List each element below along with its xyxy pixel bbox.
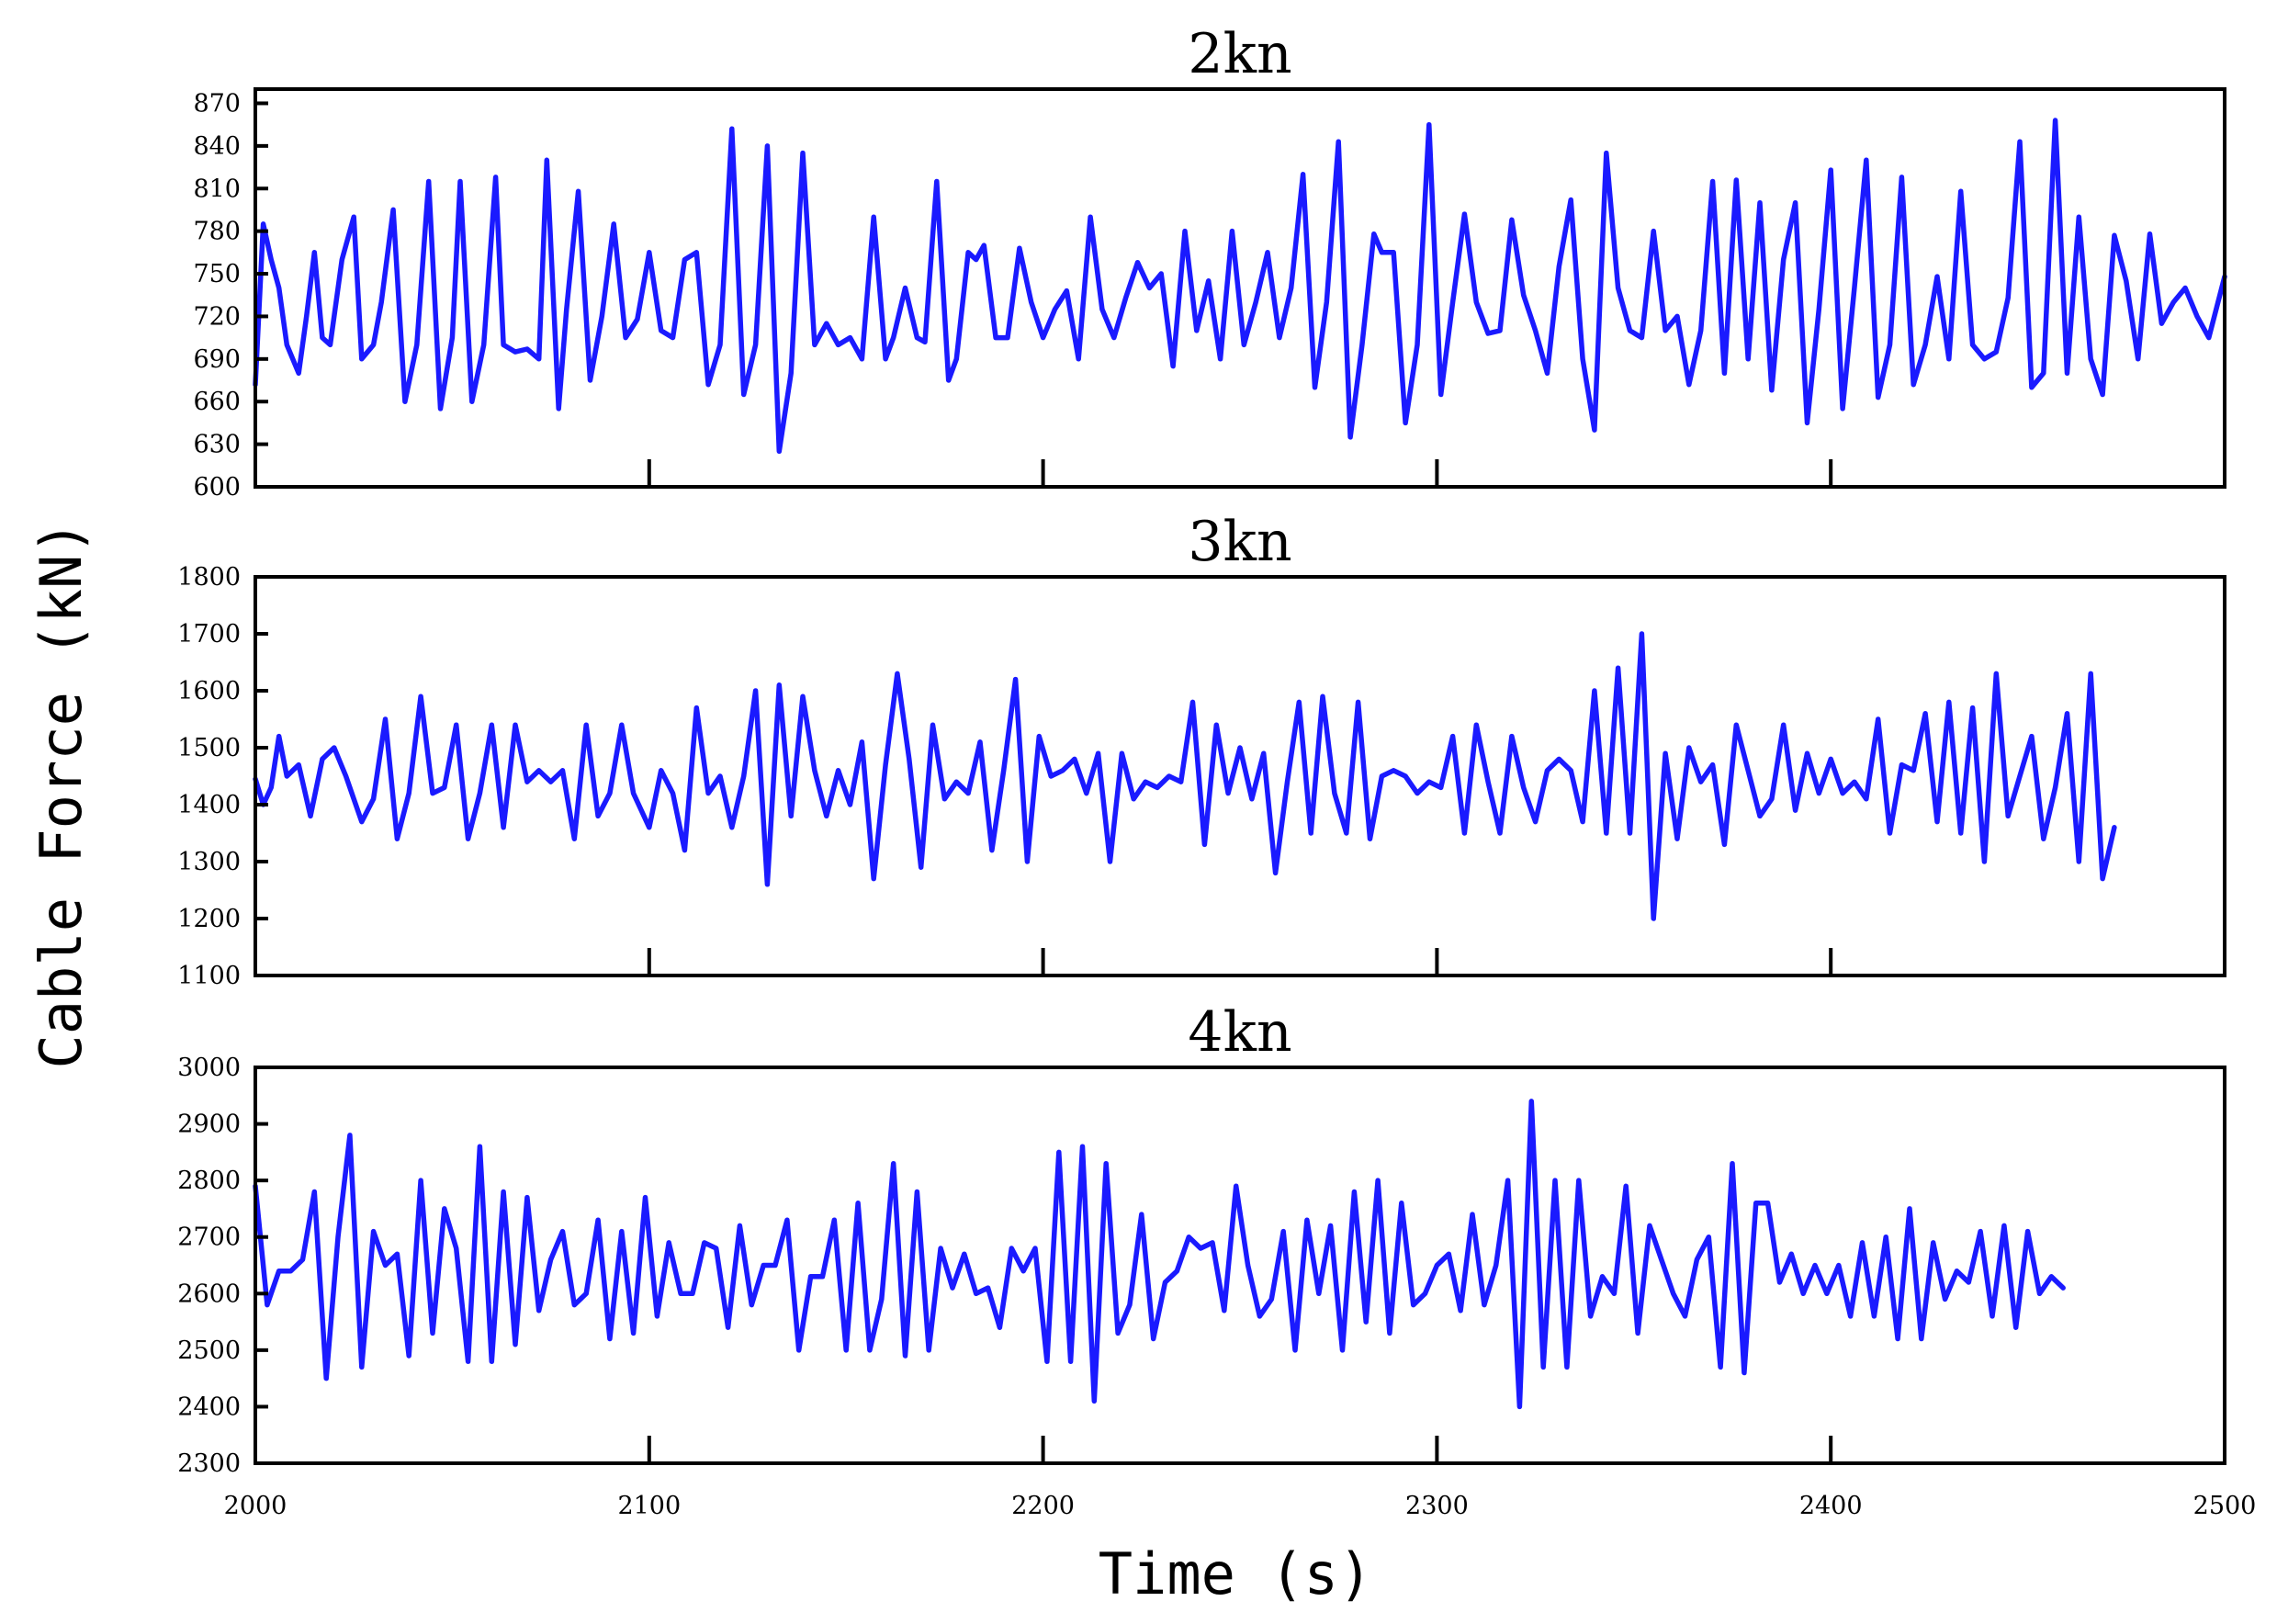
x-axis-label: Time (s) — [1099, 1540, 1373, 1607]
y-tick-label: 2500 — [177, 1336, 241, 1365]
panel-title: 4kn — [1188, 1000, 1291, 1065]
y-tick-label: 1300 — [177, 848, 241, 876]
y-tick-label: 630 — [193, 431, 241, 459]
x-tick-label: 2400 — [1799, 1492, 1863, 1520]
series-line — [253, 631, 2117, 921]
panel-1: 2kn 600 630 660 690 720 750 780 810 840 870 — [193, 22, 2227, 502]
y-tick-label: 870 — [193, 89, 241, 118]
y-tick-label: 840 — [193, 132, 241, 161]
y-tick-label: 810 — [193, 175, 241, 203]
series-line — [253, 1099, 2066, 1410]
panel-title: 3kn — [1188, 510, 1291, 574]
panel-3: 4kn 2300 2400 2500 2600 2700 2800 2900 3000 — [177, 1000, 2226, 1478]
panel-2: 3kn 1100 1200 1300 1400 1500 1600 1700 1800 — [177, 510, 2226, 990]
y-tick-label: 1400 — [177, 791, 241, 819]
y-tick-label: 1200 — [177, 905, 241, 933]
y-tick-label: 690 — [193, 345, 241, 374]
y-tick-label: 660 — [193, 388, 241, 416]
x-tick-labels: 2000 2100 2200 2300 2400 2500 — [224, 1492, 2257, 1520]
y-tick-label: 2600 — [177, 1280, 241, 1308]
y-tick-label: 720 — [193, 302, 241, 331]
x-tick-label: 2100 — [617, 1492, 681, 1520]
y-tick-label: 2700 — [177, 1224, 241, 1252]
y-tick-label: 2300 — [177, 1449, 241, 1478]
y-tick-label: 1800 — [177, 563, 241, 592]
x-tick-label: 2000 — [224, 1492, 287, 1520]
plot-frame — [254, 1066, 2226, 1465]
y-tick-label: 1100 — [177, 962, 241, 990]
y-tick-label: 2800 — [177, 1167, 241, 1195]
x-tick-label: 2300 — [1405, 1492, 1469, 1520]
y-tick-label: 2400 — [177, 1393, 241, 1421]
x-tick-label: 2200 — [1011, 1492, 1075, 1520]
plot-frame — [254, 87, 2226, 489]
y-tick-label: 600 — [193, 473, 241, 502]
y-axis-label: Cable Force (kN) — [28, 520, 95, 1068]
y-tick-label: 1500 — [177, 734, 241, 762]
chart-panels: 2kn 600 630 660 690 720 750 780 810 840 870 3kn 1100… — [177, 22, 2227, 1478]
series-line — [253, 118, 2227, 455]
y-tick-label: 1600 — [177, 677, 241, 705]
y-tick-label: 780 — [193, 218, 241, 246]
y-tick-label: 750 — [193, 260, 241, 288]
plot-frame — [254, 575, 2226, 977]
panel-title: 2kn — [1188, 22, 1291, 86]
x-tick-label: 2500 — [2193, 1492, 2257, 1520]
y-tick-label: 1700 — [177, 620, 241, 648]
y-tick-label: 3000 — [177, 1054, 241, 1082]
y-tick-label: 2900 — [177, 1111, 241, 1139]
